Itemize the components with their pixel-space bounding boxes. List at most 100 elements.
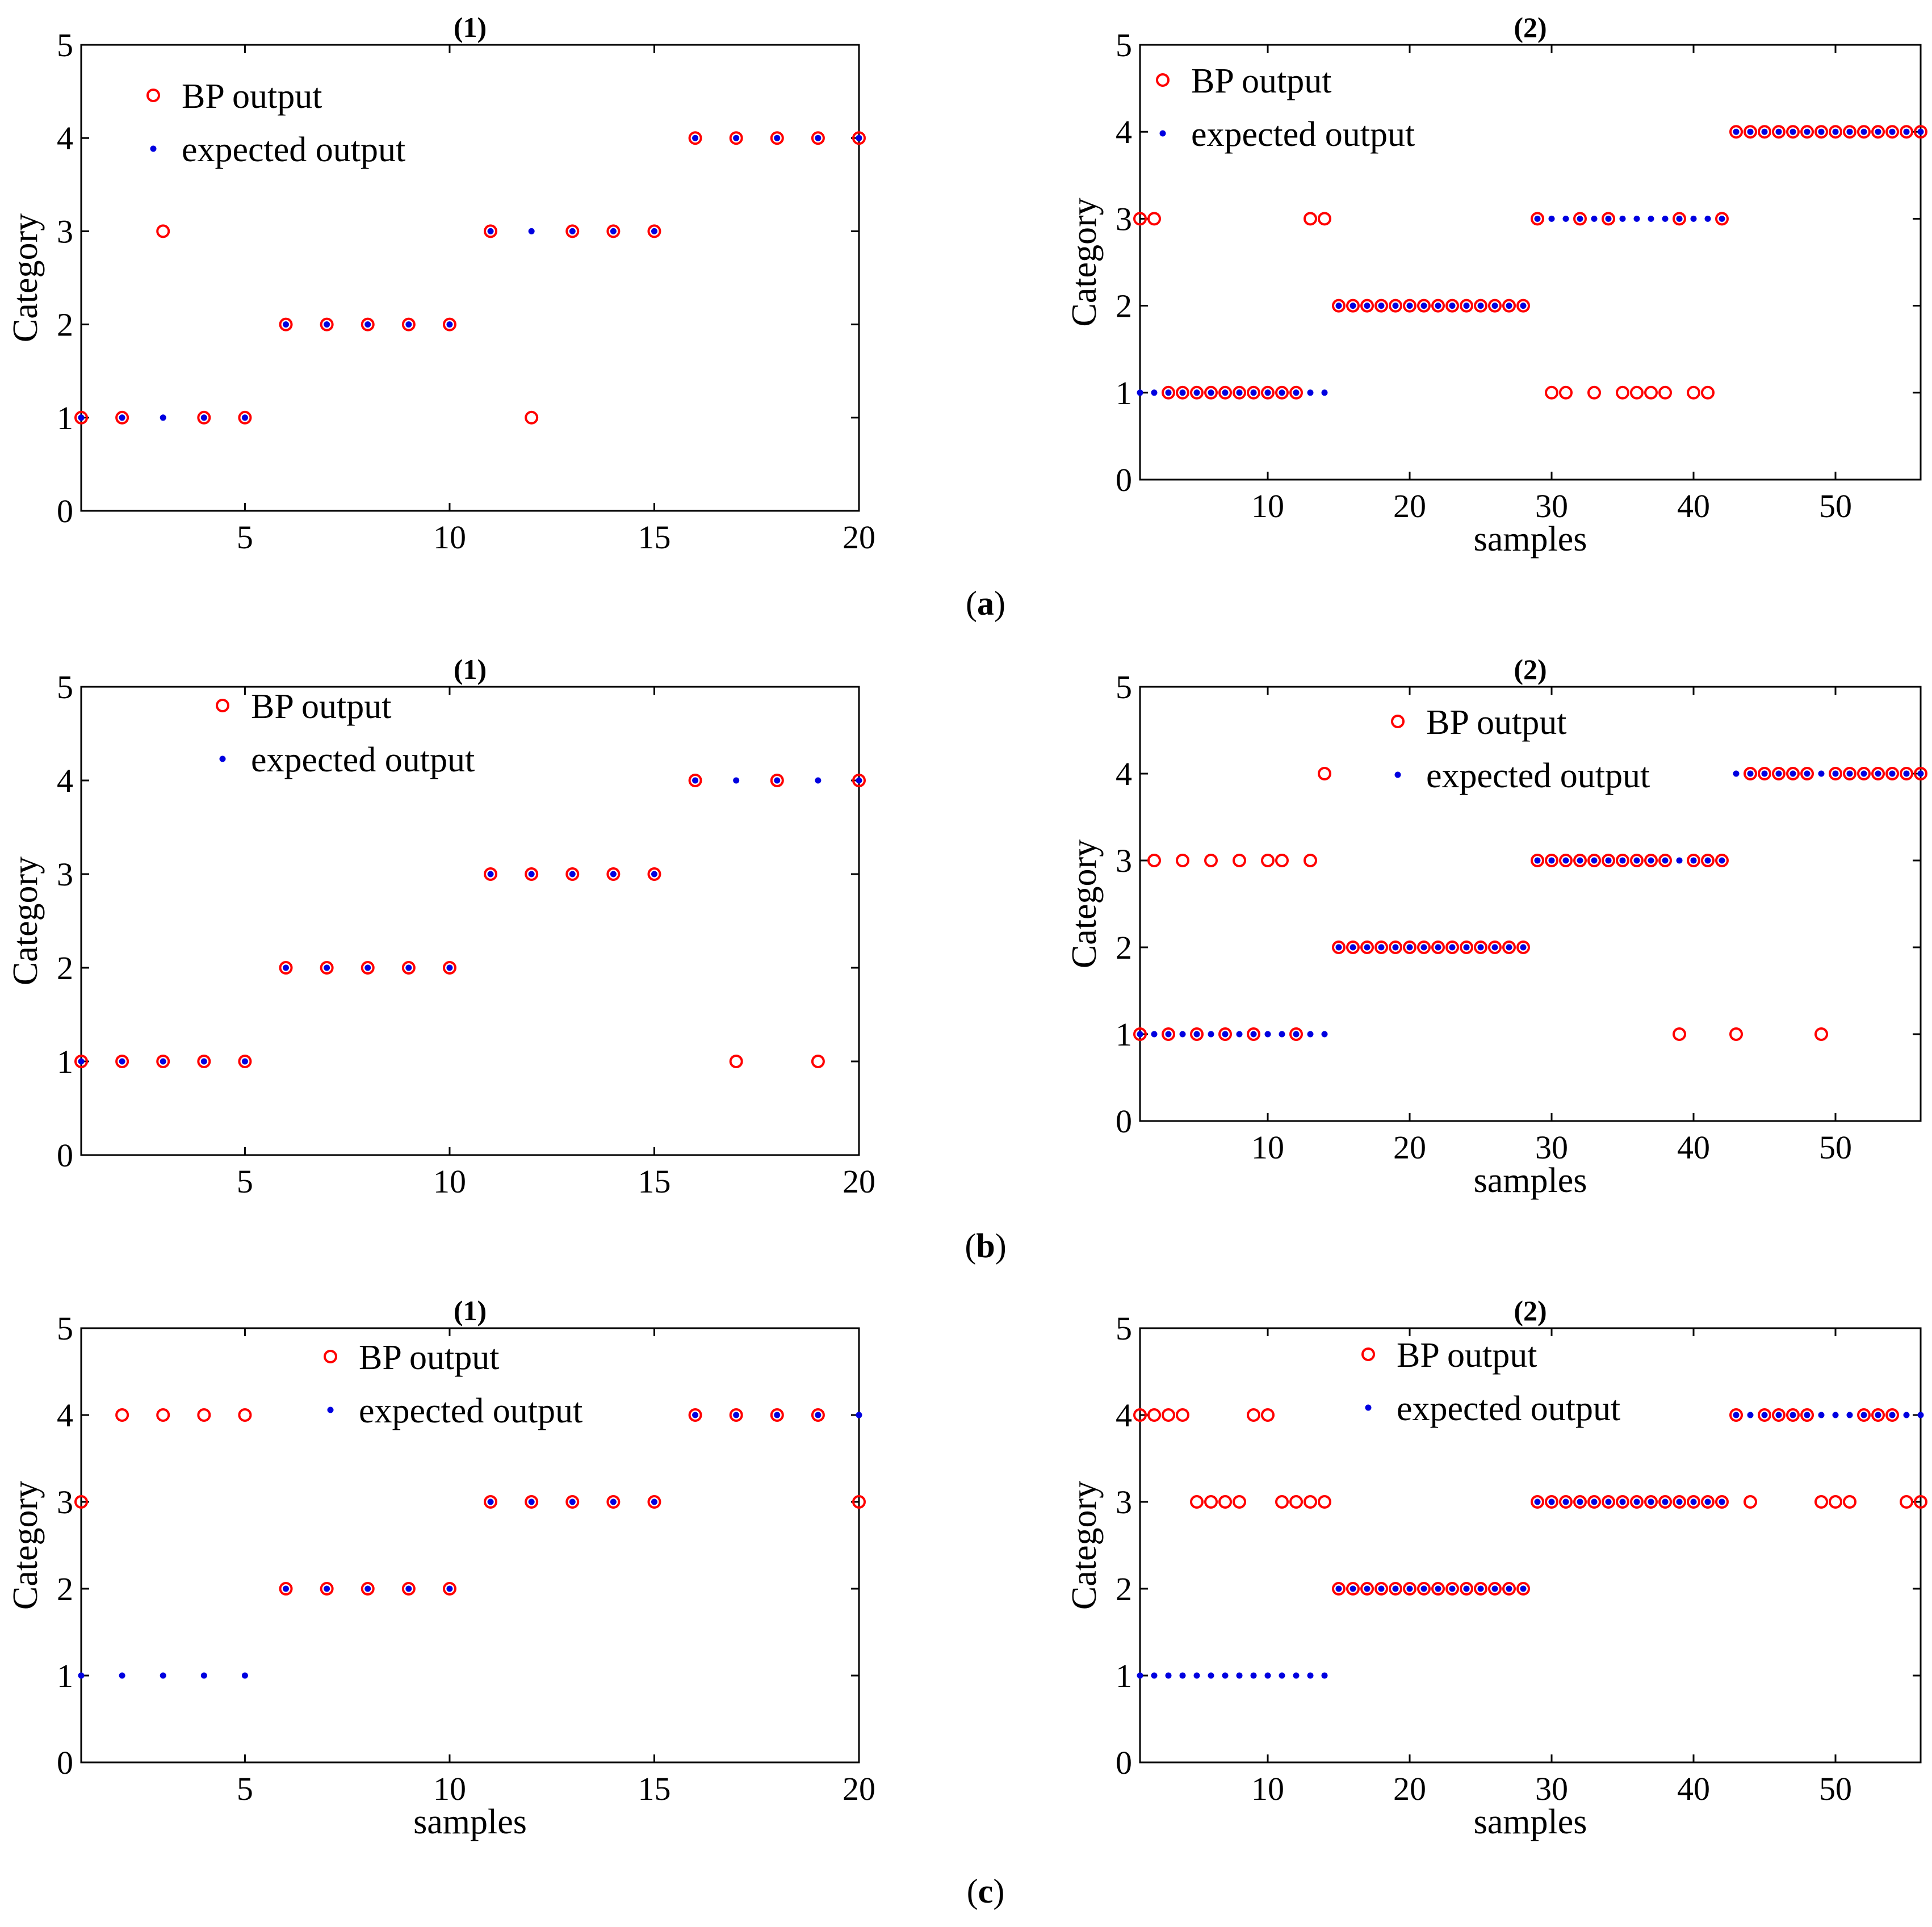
bp-output-point xyxy=(647,867,661,881)
y-tick-label: 0 xyxy=(57,1137,73,1174)
expected-output-point xyxy=(1477,944,1484,951)
bp-output-point xyxy=(1814,125,1828,139)
bp-output-point xyxy=(1133,212,1147,226)
expected-output-point xyxy=(1321,1031,1328,1038)
y-tick-label: 1 xyxy=(57,1657,73,1694)
expected-output-point xyxy=(160,1058,166,1065)
bp-output-point xyxy=(1147,1408,1161,1422)
plot-frame xyxy=(80,1327,860,1764)
y-tick-label: 3 xyxy=(1116,842,1132,879)
expected-output-point xyxy=(1350,303,1356,309)
expected-output-point xyxy=(856,135,862,141)
y-tick-label: 3 xyxy=(1116,200,1132,237)
expected-output-point xyxy=(569,871,576,878)
legend: BP output expected output xyxy=(146,77,405,169)
expected-output-point xyxy=(1350,1585,1356,1592)
bp-output-point xyxy=(1673,212,1686,226)
bp-output-point xyxy=(1389,299,1402,313)
bp-output-point xyxy=(1318,767,1331,780)
expected-output-point xyxy=(241,414,248,421)
expected-output-point xyxy=(1151,1031,1158,1038)
expected-output-point xyxy=(1321,389,1328,396)
bp-output-point xyxy=(1516,1582,1530,1596)
expected-output-point xyxy=(1818,1412,1825,1418)
legend-expected-marker xyxy=(150,145,157,152)
chart-c1: (1) 0 1 2 3 4 5 5 10 15 20 Category samples BP output… xyxy=(6,1295,875,1841)
bp-output-point xyxy=(1332,299,1346,313)
bp-output-point xyxy=(606,224,621,238)
bp-output-point xyxy=(320,961,334,975)
x-tick-label: 40 xyxy=(1677,488,1710,524)
expected-output-point xyxy=(1435,944,1441,951)
bp-output-point xyxy=(1644,1495,1658,1509)
bp-output-point xyxy=(1715,1495,1729,1509)
expected-output-point xyxy=(1577,857,1583,864)
bp-output-point xyxy=(1715,212,1729,226)
bp-output-point xyxy=(1403,941,1416,954)
bp-output-point xyxy=(197,1408,211,1422)
bp-output-point xyxy=(1545,1495,1558,1509)
bp-output-point xyxy=(1502,1582,1516,1596)
x-tick-label: 5 xyxy=(237,1163,253,1200)
bp-output-point xyxy=(729,131,743,145)
legend-expected-label: expected output xyxy=(359,1392,582,1430)
bp-output-point xyxy=(1602,854,1615,867)
bp-output-point xyxy=(1658,854,1672,867)
expected-output-point xyxy=(1846,770,1853,777)
bp-output-point xyxy=(1360,941,1374,954)
bp-output-point xyxy=(238,410,252,425)
bp-output-point xyxy=(1744,1495,1757,1509)
bp-output-point xyxy=(74,1495,88,1509)
legend-expected-marker xyxy=(1365,1404,1372,1411)
x-axis-label: samples xyxy=(1474,1803,1587,1841)
expected-output-point xyxy=(1165,1031,1172,1038)
expected-output-point xyxy=(1449,1585,1456,1592)
expected-output-point xyxy=(1222,1031,1229,1038)
bp-output-point xyxy=(279,317,293,331)
bp-output-point xyxy=(1360,1582,1374,1596)
y-tick-label: 1 xyxy=(1116,1657,1132,1694)
bp-output-point xyxy=(1658,385,1672,400)
expected-output-point xyxy=(1378,1585,1385,1592)
expected-output-point xyxy=(405,1585,412,1592)
expected-output-point xyxy=(1619,857,1626,864)
expected-output-point xyxy=(1477,303,1484,309)
y-tick-label: 2 xyxy=(1116,929,1132,966)
bp-output-point xyxy=(1687,1495,1700,1509)
bp-output-point xyxy=(1644,385,1658,400)
expected-output-point xyxy=(1335,303,1342,309)
bp-output-point xyxy=(1233,854,1246,867)
expected-output-point xyxy=(1789,128,1796,135)
bp-output-point xyxy=(1786,125,1800,139)
bp-output-point xyxy=(1204,854,1218,867)
expected-output-point xyxy=(1761,1412,1768,1418)
bp-output-point xyxy=(74,1055,88,1068)
bp-output-point xyxy=(811,1055,825,1068)
expected-output-point xyxy=(1846,128,1853,135)
expected-output-point xyxy=(405,964,412,971)
bp-output-point xyxy=(1729,1408,1743,1422)
bp-output-point xyxy=(1374,299,1388,313)
bp-output-point xyxy=(1403,299,1416,313)
bp-output-point xyxy=(1346,1582,1360,1596)
bp-output-point xyxy=(156,1408,170,1422)
expected-output-point xyxy=(1406,1585,1413,1592)
bp-output-point xyxy=(1389,1582,1402,1596)
bp-output-point xyxy=(1800,1408,1814,1422)
bp-output-point xyxy=(1658,1495,1672,1509)
bp-output-point xyxy=(525,410,539,425)
bp-output-point xyxy=(115,1408,129,1422)
expected-output-point xyxy=(1151,389,1158,396)
bp-output-point xyxy=(1673,1027,1686,1041)
expected-output-point xyxy=(1293,1031,1300,1038)
expected-output-point xyxy=(1236,1031,1243,1038)
expected-output-point xyxy=(1860,128,1867,135)
expected-output-point xyxy=(1676,1498,1683,1505)
x-tick-label: 30 xyxy=(1535,488,1568,524)
bp-output-point xyxy=(1843,125,1856,139)
expected-output-point xyxy=(1633,215,1640,222)
expected-output-point xyxy=(1648,857,1654,864)
chart-a2: (2) 0 1 2 3 4 5 10 20 30 40 50 Category samples BP out… xyxy=(1065,11,1927,559)
bp-output-point xyxy=(1431,941,1445,954)
